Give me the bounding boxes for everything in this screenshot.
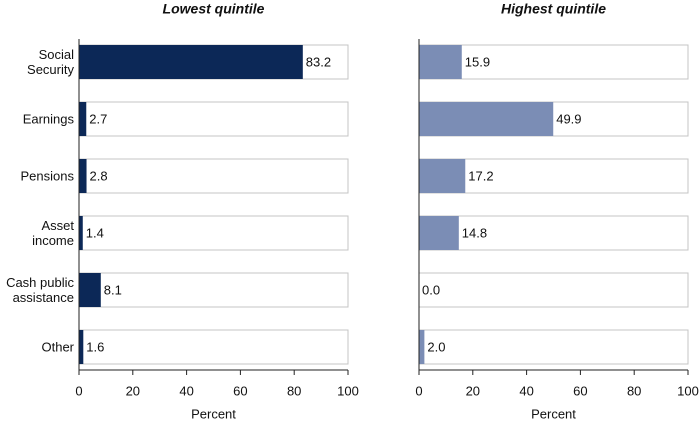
category-label: Asset income bbox=[32, 218, 74, 248]
bar bbox=[419, 159, 466, 193]
bar-frame bbox=[418, 329, 689, 365]
bar-frame bbox=[78, 101, 349, 137]
bar bbox=[419, 45, 462, 79]
value-label: 2.8 bbox=[90, 168, 108, 183]
bar bbox=[79, 330, 84, 364]
value-label: 17.2 bbox=[468, 168, 493, 183]
x-tick-label: 20 bbox=[466, 383, 480, 398]
value-label: 1.4 bbox=[86, 225, 104, 240]
value-label: 15.9 bbox=[465, 54, 490, 69]
bar bbox=[419, 330, 425, 364]
category-label: Other bbox=[41, 339, 74, 355]
x-tick-label: 100 bbox=[337, 383, 359, 398]
bar bbox=[419, 102, 554, 136]
value-label: 49.9 bbox=[556, 111, 581, 126]
chart-title: Highest quintile bbox=[501, 1, 606, 17]
x-tick-label: 80 bbox=[627, 383, 641, 398]
x-tick-label: 0 bbox=[415, 383, 422, 398]
category-label: Pensions bbox=[20, 168, 74, 184]
x-tick-label: 0 bbox=[75, 383, 82, 398]
bar bbox=[79, 273, 101, 307]
bar bbox=[419, 216, 459, 250]
category-label: Social Security bbox=[27, 47, 74, 77]
bar bbox=[79, 159, 87, 193]
bar-frame bbox=[78, 215, 349, 251]
bar-frame bbox=[418, 215, 689, 251]
x-tick-label: 40 bbox=[519, 383, 533, 398]
bar-frame bbox=[78, 329, 349, 365]
x-tick-label: 20 bbox=[126, 383, 140, 398]
bar-frame bbox=[418, 44, 689, 80]
bar bbox=[79, 102, 87, 136]
value-label: 8.1 bbox=[104, 282, 122, 297]
category-label: Cash public assistance bbox=[6, 275, 74, 305]
value-label: 2.0 bbox=[427, 339, 445, 354]
x-tick-label: 80 bbox=[287, 383, 301, 398]
x-tick-label: 100 bbox=[677, 383, 699, 398]
bar-frame bbox=[78, 272, 349, 308]
x-axis-label: Percent bbox=[531, 406, 576, 421]
bar-frame bbox=[418, 272, 689, 308]
x-tick-label: 60 bbox=[573, 383, 587, 398]
value-label: 2.7 bbox=[89, 111, 107, 126]
category-label: Earnings bbox=[22, 111, 74, 127]
x-axis-label: Percent bbox=[191, 406, 236, 421]
value-label: 83.2 bbox=[306, 54, 331, 69]
bar bbox=[79, 45, 303, 79]
value-label: 0.0 bbox=[422, 282, 440, 297]
x-tick-label: 40 bbox=[179, 383, 193, 398]
x-tick-label: 60 bbox=[233, 383, 247, 398]
value-label: 1.6 bbox=[86, 339, 104, 354]
bar bbox=[79, 216, 83, 250]
chart-title: Lowest quintile bbox=[163, 1, 265, 17]
bar-frame bbox=[78, 158, 349, 194]
value-label: 14.8 bbox=[462, 225, 487, 240]
